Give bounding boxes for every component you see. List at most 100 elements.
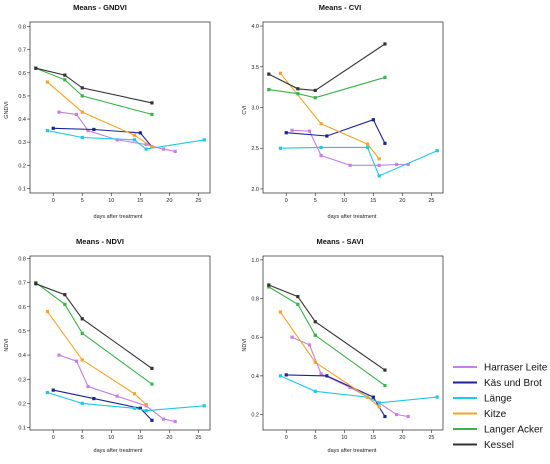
data-point-lange [278,146,283,150]
plot-frame [262,21,444,194]
y-tick-label: 0.8 [18,256,26,262]
series-line-lange [47,130,205,150]
plot-marks: 0 5 10 15 20 25 0.1 0.2 0.3 0.4 0.5 0.6 0.7 0.8 [18,25,206,204]
data-point-langer-acker [296,302,300,306]
data-point-kitze [132,133,137,137]
data-point-lange [319,145,323,149]
data-point-kessel [63,73,67,77]
data-point-langer-acker [383,75,387,79]
legend-label-langer-acker: Langer Acker [484,425,544,436]
data-point-kessel [296,87,300,91]
x-tick-label: 25 [428,198,434,204]
data-point-langer-acker [63,302,67,306]
data-point-kitze [377,157,381,161]
data-point-lange [80,135,84,140]
data-point-lange [45,129,50,133]
x-tick-label: 20 [166,435,172,441]
y-tick-label: 0.8 [251,297,259,303]
x-tick-label: 15 [137,198,143,204]
data-point-lange [278,374,283,378]
data-point-kessel [313,320,317,324]
x-axis-label: days after treatment [328,448,377,454]
y-tick-label: 0.4 [18,117,26,123]
data-point-harraser-leite [290,128,294,132]
panel-savi: Means - SAVI NDVI days after treatment 0… [242,237,444,454]
data-point-lange [435,149,439,153]
x-tick-label: 0 [52,435,55,441]
x-tick-label: 25 [428,435,434,441]
series-line-kitze [47,81,153,148]
data-point-harraser-leite [115,394,119,398]
x-axis-label: days after treatment [94,448,143,454]
panel-title: Means - SAVI [317,237,364,246]
data-point-harraser-leite [161,147,166,151]
y-tick-label: 3.5 [251,65,259,71]
series-line-langer-acker [35,282,153,385]
plot-marks: 0 5 10 15 20 25 0.1 0.2 0.3 0.4 0.5 0.6 0.7 0.8 [18,256,206,441]
x-tick-label: 0 [285,435,288,441]
data-point-langer-acker [80,94,84,98]
data-point-kas-und-brot [138,131,142,135]
plot-frame [29,21,211,194]
legend-label-harraser-leite: Harraser Leite [484,363,548,374]
data-point-kas-und-brot [138,406,142,410]
data-point-kas-und-brot [383,141,387,145]
y-tick-label: 1.0 [251,258,259,264]
data-point-lange [132,406,137,410]
data-point-kitze [365,395,370,399]
y-tick-label: 0.1 [18,426,26,432]
legend-label-kas-und-brot: Käs und Brot [484,378,542,389]
x-tick-label: 15 [370,198,376,204]
plot-frame [262,255,444,431]
data-point-kas-und-brot [383,414,387,419]
data-point-harraser-leite [86,129,90,133]
y-axis-label: GNDVI [4,101,10,119]
data-point-kessel [267,72,271,76]
data-point-harraser-leite [394,162,399,167]
data-point-harraser-leite [348,385,352,390]
data-point-kas-und-brot [371,118,375,122]
series-line-kitze [279,311,380,408]
data-point-harraser-leite [115,138,119,142]
series-line-kitze [46,311,147,406]
data-point-kas-und-brot [92,127,96,132]
y-tick-label: 0.8 [18,25,26,31]
y-tick-label: 0.5 [18,94,26,100]
data-point-langer-acker [267,87,271,92]
panel-ndvi: Means - NDVI NDVI days after treatment 0… [4,237,211,454]
x-tick-label: 10 [341,198,347,204]
data-point-langer-acker [313,333,317,337]
series-line-kessel [268,43,386,91]
series-line-harraser-leite [291,336,409,418]
x-tick-label: 15 [370,435,376,441]
y-tick-label: 4.0 [251,24,259,30]
data-point-harraser-leite [319,372,323,376]
data-point-harraser-leite [144,142,148,147]
series-line-lange [280,146,438,177]
data-point-lange [377,174,381,178]
y-tick-label: 0.7 [18,48,26,54]
x-tick-label: 10 [108,198,114,204]
x-tick-label: 5 [81,435,84,441]
x-tick-label: 20 [166,198,172,204]
panel-title: Means - CVI [319,3,362,12]
y-tick-label: 0.4 [18,353,26,359]
data-point-harraser-leite [57,110,61,114]
data-point-lange [202,138,206,142]
data-point-harraser-leite [173,149,177,154]
x-tick-label: 5 [81,198,84,204]
data-point-kessel [80,317,84,321]
data-point-harraser-leite [394,412,399,417]
y-tick-label: 3.0 [251,106,259,112]
series-line-harraser-leite [58,354,176,423]
data-point-kessel [383,42,387,46]
data-point-kitze [313,360,317,364]
data-point-harraser-leite [307,129,312,133]
series-line-lange [280,375,438,404]
legend-label-kessel: Kessel [484,440,514,451]
data-point-lange [80,401,84,406]
y-tick-label: 2.0 [251,187,259,193]
data-point-lange [313,389,317,393]
data-point-harraser-leite [377,163,381,167]
y-tick-label: 2.5 [251,146,259,152]
